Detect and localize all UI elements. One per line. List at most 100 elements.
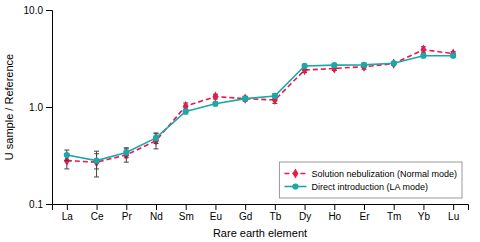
x-axis: La Ce Pr Nd Sm Eu Gd Tb Dy Ho Er Tm Yb Lu: [53, 204, 469, 222]
x-tick-label: Tb: [270, 211, 282, 222]
marker: [93, 158, 99, 164]
y-axis: 0.1 1.0 10.0: [24, 5, 53, 210]
x-tick-mark: [364, 204, 365, 210]
x-axis-title: Rare earth element: [213, 227, 307, 239]
y-axis-line: [46, 11, 53, 205]
x-tick: Tm: [387, 204, 401, 222]
x-tick-label: Lu: [448, 211, 459, 222]
x-tick-label: La: [62, 211, 74, 222]
legend-item: Direct introduction (LA mode): [284, 182, 428, 192]
x-tick-mark: [453, 204, 454, 210]
plot: 0.1 1.0 10.0 La Ce Pr Nd Sm Eu Gd Tb Dy Ho Er Tm Yb Lu So…: [24, 5, 469, 222]
x-tick-mark: [126, 204, 127, 210]
x-tick: La: [62, 204, 74, 222]
error-bar: [154, 133, 159, 144]
marker: [420, 53, 426, 59]
y-tick-mark: [46, 10, 52, 11]
marker: [123, 149, 129, 155]
marker: [64, 152, 70, 158]
legend: Solution nebulization (Normal mode) Direc…: [279, 162, 462, 198]
legend-label: Direct introduction (LA mode): [311, 182, 428, 192]
marker: [450, 53, 456, 59]
series: [64, 53, 456, 169]
marker: [391, 60, 397, 66]
x-tick: Sm: [179, 204, 194, 222]
error-bar: [124, 149, 129, 162]
x-tick-mark: [215, 204, 216, 210]
x-tick-mark: [186, 204, 187, 210]
x-tick-label: Gd: [239, 211, 252, 222]
marker: [450, 49, 456, 59]
marks: [64, 45, 456, 177]
x-tick: Nd: [150, 204, 163, 222]
x-tick-label: Nd: [150, 211, 163, 222]
y-tick-mark: [46, 204, 52, 205]
marker: [123, 150, 129, 160]
series-line: [67, 56, 453, 161]
x-tick-label: Tm: [387, 211, 401, 222]
x-tick: Eu: [210, 204, 222, 222]
x-tick-mark: [275, 204, 276, 210]
y-tick: 10.0: [24, 5, 52, 16]
error-bar: [94, 151, 99, 177]
x-tick: Yb: [418, 204, 431, 222]
legend-item: Solution nebulization (Normal mode): [284, 168, 457, 178]
series: [64, 45, 456, 177]
x-tick-mark: [423, 204, 424, 210]
marker: [331, 62, 337, 68]
marker: [212, 101, 218, 107]
legend-label: Solution nebulization (Normal mode): [311, 169, 457, 179]
marker: [153, 136, 159, 146]
marker: [212, 92, 218, 102]
marker: [183, 108, 189, 114]
error-bar: [154, 134, 159, 149]
y-tick: 0.1: [29, 199, 52, 210]
x-tick-label: Yb: [418, 211, 431, 222]
x-tick: Pr: [122, 204, 133, 222]
marker: [361, 62, 367, 72]
legend-marker: [292, 183, 298, 189]
x-tick-label: Dy: [299, 211, 311, 222]
marker: [391, 59, 397, 69]
series-line: [67, 50, 453, 162]
x-tick-label: Er: [360, 211, 371, 222]
error-bar: [243, 96, 248, 101]
x-tick: Tb: [270, 204, 282, 222]
x-tick-label: Ho: [328, 211, 341, 222]
x-axis-line: [53, 205, 469, 211]
x-tick-label: Ce: [91, 211, 104, 222]
x-tick-mark: [334, 204, 335, 210]
x-tick-mark: [245, 204, 246, 210]
y-tick-label: 1.0: [29, 102, 43, 113]
x-tick: Dy: [299, 204, 311, 222]
x-tick: Gd: [239, 204, 252, 222]
marker: [242, 94, 248, 104]
marker: [361, 62, 367, 68]
error-bar: [272, 94, 277, 99]
error-bar: [183, 109, 188, 114]
marker: [272, 93, 278, 99]
marker: [301, 63, 307, 69]
y-axis-title: U sample / Reference: [3, 54, 15, 160]
y-tick: 1.0: [29, 102, 52, 113]
error-bar: [64, 150, 69, 161]
x-tick-label: Sm: [179, 211, 194, 222]
y-tick-label: 10.0: [24, 5, 44, 16]
x-tick-label: Pr: [122, 211, 133, 222]
error-bar: [124, 148, 129, 158]
x-tick-label: Eu: [210, 211, 222, 222]
x-tick-mark: [305, 204, 306, 210]
x-tick: Ce: [91, 204, 104, 222]
x-tick-mark: [156, 204, 157, 210]
error-bar: [94, 154, 99, 169]
legend-marker: [292, 168, 298, 178]
marker: [153, 135, 159, 141]
x-tick: Ho: [328, 204, 341, 222]
chart: 0.1 1.0 10.0 La Ce Pr Nd Sm Eu Gd Tb Dy Ho Er Tm Yb Lu So…: [0, 0, 480, 242]
x-tick: Er: [360, 204, 371, 222]
x-tick-mark: [394, 204, 395, 210]
marker: [242, 96, 248, 102]
x-tick-mark: [67, 204, 68, 210]
y-tick-label: 0.1: [29, 199, 43, 210]
legend-box: [279, 162, 462, 198]
